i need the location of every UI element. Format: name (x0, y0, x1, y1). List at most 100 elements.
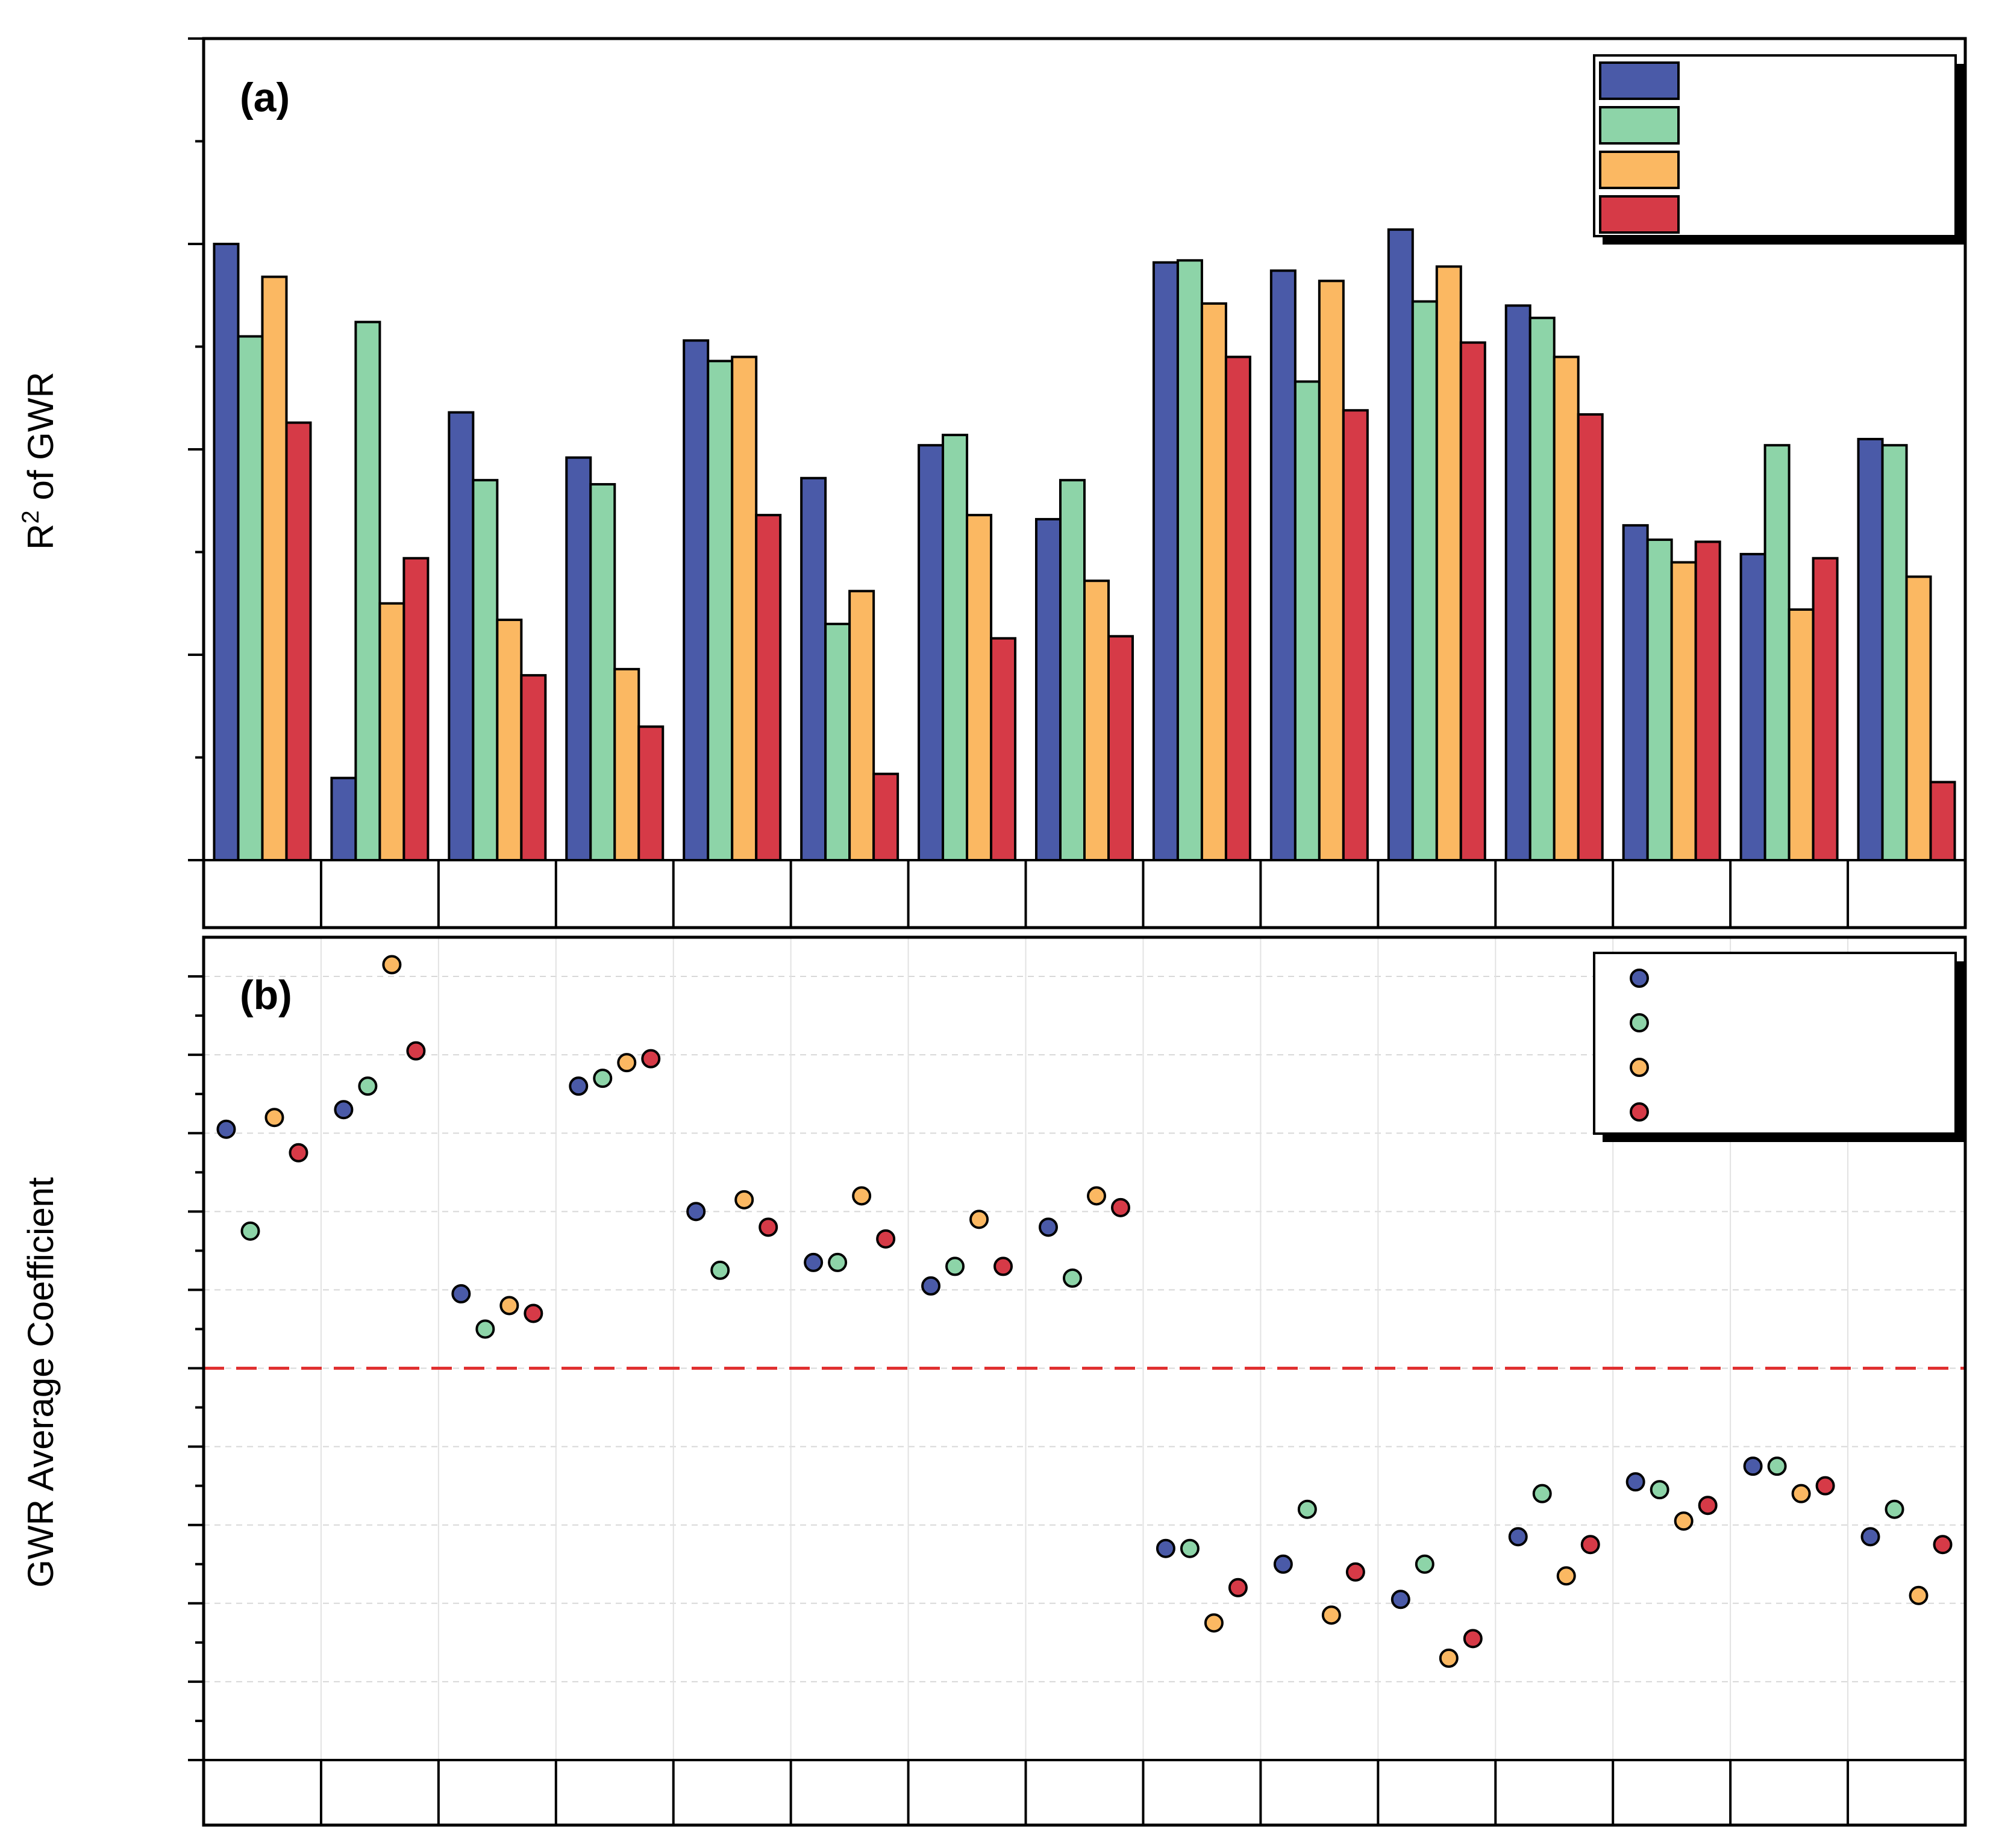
bar (1342, 409, 1369, 861)
panel-a: (a) R2 of GWR (17, 37, 1967, 929)
bar (1881, 444, 1908, 861)
data-point (993, 1256, 1013, 1276)
bar (872, 772, 899, 862)
category-axis (204, 859, 1965, 928)
y-axis-title-rest: of GWR (20, 372, 61, 510)
data-point (1345, 1562, 1365, 1582)
category-axis (204, 1759, 1965, 1825)
data-point (686, 1202, 706, 1222)
legend (1593, 54, 1964, 245)
bar (1200, 302, 1227, 861)
data-point (1463, 1629, 1483, 1649)
bar (1504, 304, 1531, 861)
data-point (804, 1252, 824, 1272)
data-point (1674, 1511, 1694, 1531)
data-point (1650, 1480, 1669, 1500)
bar (237, 335, 264, 861)
bar (402, 557, 430, 861)
data-point (569, 1076, 589, 1096)
bar (330, 776, 357, 861)
data-point (1063, 1268, 1082, 1288)
points-group (216, 955, 1953, 1668)
bar (918, 444, 945, 861)
data-point (876, 1229, 896, 1249)
legend-marker (1630, 1058, 1649, 1077)
data-point (1860, 1527, 1880, 1547)
data-point (1698, 1496, 1718, 1516)
data-point (617, 1053, 637, 1073)
bar (1176, 259, 1203, 861)
bar (520, 674, 547, 861)
bar (1059, 479, 1086, 861)
bar (1905, 575, 1932, 861)
data-point (334, 1100, 354, 1120)
data-point (710, 1260, 730, 1280)
bar (472, 479, 499, 861)
data-point (1087, 1186, 1106, 1206)
bar (1528, 316, 1556, 861)
bar (448, 411, 475, 861)
data-point (240, 1221, 260, 1241)
data-point (1415, 1554, 1434, 1574)
data-point (1815, 1476, 1835, 1496)
bar (1387, 228, 1414, 861)
bar (1411, 300, 1438, 862)
bar (1646, 538, 1673, 861)
data-point (1933, 1535, 1953, 1555)
data-point (1228, 1578, 1248, 1597)
panel-label: (a) (240, 75, 290, 120)
bar (1152, 261, 1179, 861)
data-point (641, 1049, 661, 1069)
data-point (1111, 1197, 1130, 1217)
bar (1670, 561, 1697, 861)
data-point (1909, 1585, 1929, 1605)
bar (1294, 380, 1321, 861)
data-point (1743, 1456, 1763, 1476)
data-point (1556, 1566, 1576, 1586)
bar (1435, 265, 1462, 861)
data-point (828, 1252, 848, 1272)
bar (1035, 517, 1062, 861)
plot-frame (202, 935, 1967, 1827)
bar (1788, 608, 1815, 861)
data-point (1532, 1484, 1552, 1503)
data-point (524, 1303, 543, 1323)
data-point (1508, 1527, 1528, 1547)
data-point (1580, 1535, 1600, 1555)
bar (1694, 540, 1721, 861)
data-point (382, 955, 402, 975)
data-point (1204, 1613, 1224, 1633)
data-point (1321, 1605, 1341, 1625)
legend (1593, 952, 1964, 1142)
bar (496, 619, 523, 862)
data-point (593, 1069, 613, 1088)
y-axis-title-main: R (20, 523, 61, 549)
data-point (358, 1076, 378, 1096)
bar (1929, 781, 1956, 862)
bar (731, 355, 758, 861)
bar (565, 456, 592, 861)
data-point (1156, 1538, 1175, 1558)
data-point (1297, 1499, 1317, 1519)
data-point (1391, 1590, 1410, 1609)
data-point (1767, 1456, 1787, 1476)
data-point (1885, 1499, 1904, 1519)
legend-swatch (1599, 151, 1680, 189)
data-point (499, 1296, 519, 1316)
data-point (969, 1210, 989, 1229)
bars-group (213, 228, 1956, 862)
bar (378, 602, 405, 861)
bar (613, 667, 640, 861)
legend-swatch (1599, 106, 1680, 145)
data-point (852, 1186, 872, 1206)
bar (1459, 341, 1486, 861)
data-point (1439, 1648, 1459, 1668)
data-point (1625, 1472, 1645, 1492)
data-point (1791, 1484, 1811, 1503)
bar (1763, 444, 1791, 861)
data-point (264, 1108, 284, 1128)
bar (707, 360, 734, 861)
panel-b: (b) GWR Average Coefficient (20, 935, 1967, 1827)
bar (942, 434, 969, 861)
bar (1553, 355, 1580, 861)
